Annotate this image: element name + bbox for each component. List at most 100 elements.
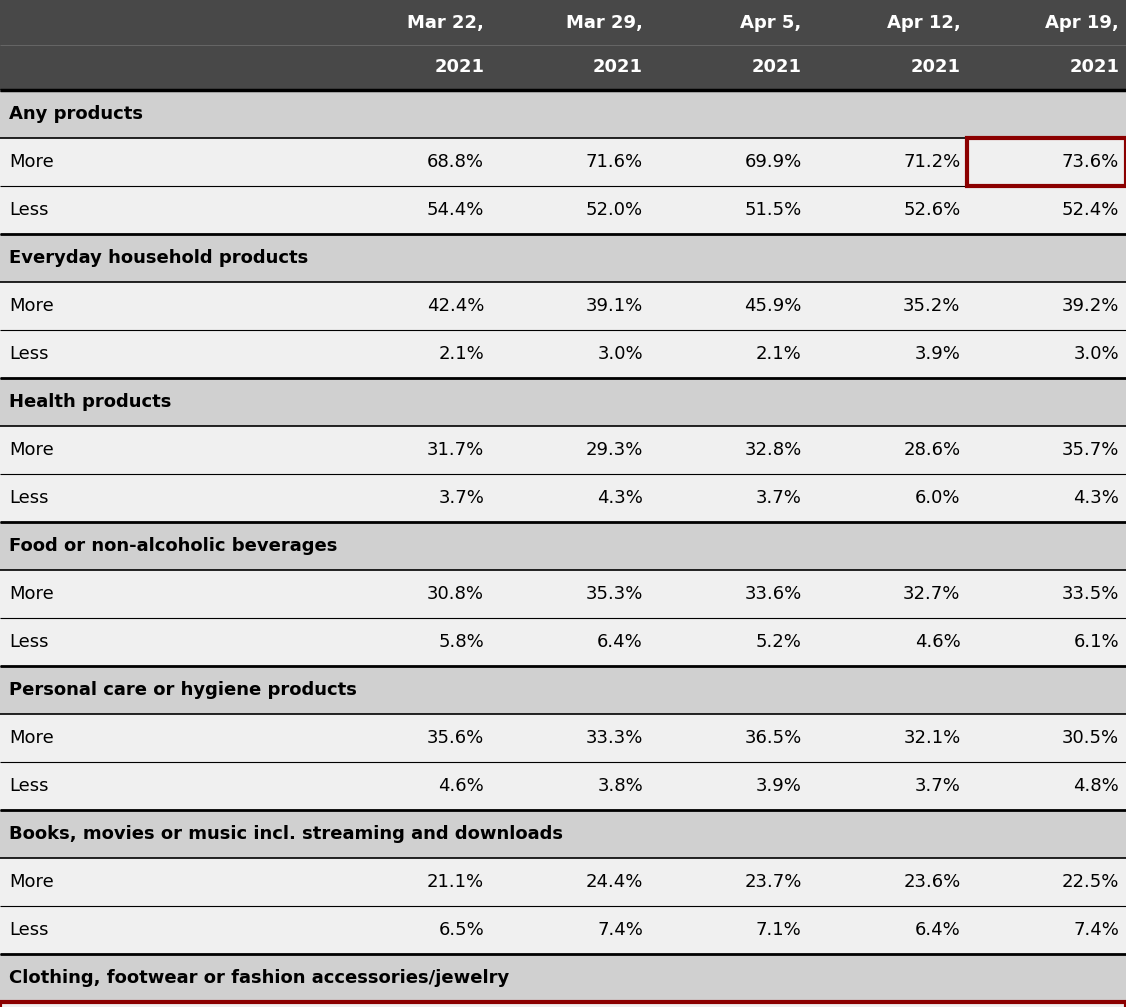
Text: 3.8%: 3.8% bbox=[597, 777, 643, 795]
Text: 32.7%: 32.7% bbox=[903, 585, 960, 603]
Text: 52.0%: 52.0% bbox=[586, 201, 643, 219]
Text: 33.6%: 33.6% bbox=[744, 585, 802, 603]
Text: More: More bbox=[9, 153, 54, 171]
Text: 71.2%: 71.2% bbox=[903, 153, 960, 171]
Text: 4.3%: 4.3% bbox=[597, 489, 643, 507]
Text: 4.8%: 4.8% bbox=[1073, 777, 1119, 795]
Text: More: More bbox=[9, 297, 54, 315]
Text: 33.3%: 33.3% bbox=[586, 729, 643, 747]
Text: 39.1%: 39.1% bbox=[586, 297, 643, 315]
Bar bbox=[0, 618, 1126, 666]
Text: 4.3%: 4.3% bbox=[1073, 489, 1119, 507]
Text: Any products: Any products bbox=[9, 105, 143, 123]
Text: 2021: 2021 bbox=[911, 57, 960, 76]
Text: 7.4%: 7.4% bbox=[597, 921, 643, 939]
Text: 6.4%: 6.4% bbox=[597, 633, 643, 651]
Bar bbox=[0, 858, 1126, 906]
Text: 3.0%: 3.0% bbox=[1073, 345, 1119, 363]
Text: 6.0%: 6.0% bbox=[915, 489, 960, 507]
Text: Less: Less bbox=[9, 345, 48, 363]
Bar bbox=[0, 282, 1126, 330]
Text: Less: Less bbox=[9, 489, 48, 507]
Text: 32.8%: 32.8% bbox=[744, 441, 802, 459]
Text: 69.9%: 69.9% bbox=[744, 153, 802, 171]
Bar bbox=[967, 138, 1126, 186]
Bar bbox=[0, 186, 1126, 234]
Text: Mar 22,: Mar 22, bbox=[408, 14, 484, 32]
Text: Less: Less bbox=[9, 921, 48, 939]
Text: 6.1%: 6.1% bbox=[1073, 633, 1119, 651]
Text: Food or non-alcoholic beverages: Food or non-alcoholic beverages bbox=[9, 537, 338, 555]
Text: 30.5%: 30.5% bbox=[1062, 729, 1119, 747]
Text: 35.6%: 35.6% bbox=[427, 729, 484, 747]
Bar bbox=[0, 522, 1126, 570]
Text: 7.1%: 7.1% bbox=[756, 921, 802, 939]
Text: Health products: Health products bbox=[9, 393, 171, 411]
Bar bbox=[0, 1002, 1126, 1007]
Text: 31.7%: 31.7% bbox=[427, 441, 484, 459]
Text: 39.2%: 39.2% bbox=[1062, 297, 1119, 315]
Text: 29.3%: 29.3% bbox=[586, 441, 643, 459]
Bar bbox=[0, 474, 1126, 522]
Text: 54.4%: 54.4% bbox=[427, 201, 484, 219]
Bar bbox=[0, 906, 1126, 954]
Text: 30.8%: 30.8% bbox=[427, 585, 484, 603]
Text: 7.4%: 7.4% bbox=[1073, 921, 1119, 939]
Text: 71.6%: 71.6% bbox=[586, 153, 643, 171]
Text: 35.3%: 35.3% bbox=[586, 585, 643, 603]
Text: Apr 12,: Apr 12, bbox=[887, 14, 960, 32]
Text: 35.7%: 35.7% bbox=[1062, 441, 1119, 459]
Text: 4.6%: 4.6% bbox=[914, 633, 960, 651]
Text: More: More bbox=[9, 729, 54, 747]
Bar bbox=[0, 714, 1126, 762]
Text: Mar 29,: Mar 29, bbox=[566, 14, 643, 32]
Text: 28.6%: 28.6% bbox=[903, 441, 960, 459]
Text: 3.9%: 3.9% bbox=[914, 345, 960, 363]
Text: 2.1%: 2.1% bbox=[756, 345, 802, 363]
Bar bbox=[0, 0, 1126, 90]
Text: Less: Less bbox=[9, 633, 48, 651]
Text: 45.9%: 45.9% bbox=[744, 297, 802, 315]
Text: 3.9%: 3.9% bbox=[756, 777, 802, 795]
Text: 51.5%: 51.5% bbox=[744, 201, 802, 219]
Text: 22.5%: 22.5% bbox=[1062, 873, 1119, 891]
Text: 6.4%: 6.4% bbox=[914, 921, 960, 939]
Bar bbox=[0, 426, 1126, 474]
Text: 3.7%: 3.7% bbox=[756, 489, 802, 507]
Text: 73.6%: 73.6% bbox=[1062, 153, 1119, 171]
Bar bbox=[0, 378, 1126, 426]
Text: 2.1%: 2.1% bbox=[438, 345, 484, 363]
Bar bbox=[0, 954, 1126, 1002]
Bar bbox=[0, 810, 1126, 858]
Text: 4.6%: 4.6% bbox=[438, 777, 484, 795]
Text: More: More bbox=[9, 441, 54, 459]
Text: More: More bbox=[9, 585, 54, 603]
Text: 52.6%: 52.6% bbox=[903, 201, 960, 219]
Text: 24.4%: 24.4% bbox=[586, 873, 643, 891]
Text: Clothing, footwear or fashion accessories/jewelry: Clothing, footwear or fashion accessorie… bbox=[9, 969, 509, 987]
Text: 68.8%: 68.8% bbox=[427, 153, 484, 171]
Text: 5.2%: 5.2% bbox=[756, 633, 802, 651]
Bar bbox=[0, 138, 1126, 186]
Text: Less: Less bbox=[9, 777, 48, 795]
Text: 2021: 2021 bbox=[593, 57, 643, 76]
Text: 52.4%: 52.4% bbox=[1062, 201, 1119, 219]
Bar bbox=[0, 570, 1126, 618]
Text: 23.7%: 23.7% bbox=[744, 873, 802, 891]
Bar bbox=[0, 666, 1126, 714]
Text: 3.0%: 3.0% bbox=[597, 345, 643, 363]
Text: 6.5%: 6.5% bbox=[438, 921, 484, 939]
Text: 42.4%: 42.4% bbox=[427, 297, 484, 315]
Bar bbox=[0, 90, 1126, 138]
Text: 32.1%: 32.1% bbox=[903, 729, 960, 747]
Text: 3.7%: 3.7% bbox=[438, 489, 484, 507]
Text: 36.5%: 36.5% bbox=[744, 729, 802, 747]
Text: Apr 5,: Apr 5, bbox=[741, 14, 802, 32]
Text: 2021: 2021 bbox=[435, 57, 484, 76]
Text: 35.2%: 35.2% bbox=[903, 297, 960, 315]
Text: Personal care or hygiene products: Personal care or hygiene products bbox=[9, 681, 357, 699]
Text: 23.6%: 23.6% bbox=[903, 873, 960, 891]
Bar bbox=[0, 762, 1126, 810]
Text: 2021: 2021 bbox=[752, 57, 802, 76]
Text: Books, movies or music incl. streaming and downloads: Books, movies or music incl. streaming a… bbox=[9, 825, 563, 843]
